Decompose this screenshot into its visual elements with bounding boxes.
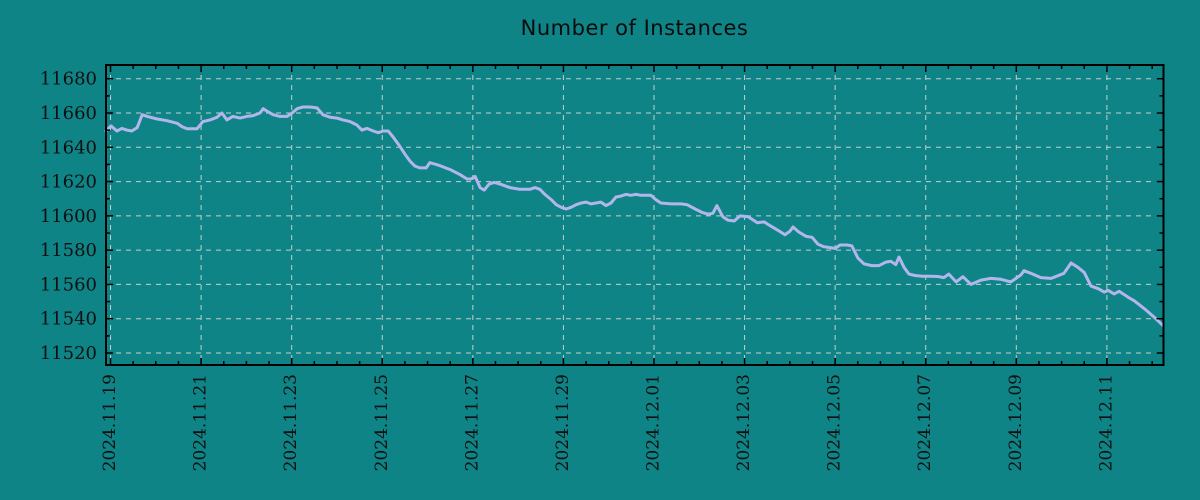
x-tick-label: 2024.12.03 bbox=[734, 374, 754, 471]
y-tick-label: 11660 bbox=[40, 103, 97, 124]
y-tick-label: 11600 bbox=[40, 206, 97, 227]
x-tick-label: 2024.12.09 bbox=[1006, 374, 1026, 471]
x-tick-label: 2024.12.07 bbox=[915, 374, 935, 471]
y-tick-label: 11620 bbox=[40, 172, 97, 193]
x-tick-label: 2024.11.19 bbox=[100, 374, 120, 471]
instances-series-line bbox=[104, 105, 1165, 328]
x-tick-label: 2024.11.25 bbox=[372, 374, 392, 471]
y-tick-label: 11680 bbox=[40, 69, 97, 90]
y-tick-label: 11560 bbox=[40, 274, 97, 295]
x-tick-label: 2024.12.11 bbox=[1096, 374, 1116, 471]
y-tick-label: 11640 bbox=[40, 137, 97, 158]
x-tick-label: 2024.11.29 bbox=[553, 374, 573, 471]
chart-title: Number of Instances bbox=[520, 16, 749, 40]
x-tick-label: 2024.12.05 bbox=[825, 374, 845, 471]
plot-border bbox=[105, 64, 1165, 366]
y-tick-label: 11540 bbox=[40, 309, 97, 330]
x-tick-label: 2024.11.23 bbox=[281, 374, 301, 471]
x-tick-label: 2024.11.21 bbox=[191, 374, 211, 471]
y-tick-label: 11580 bbox=[40, 240, 97, 261]
x-tick-label: 2024.12.01 bbox=[643, 374, 663, 471]
y-tick-label: 11520 bbox=[40, 343, 97, 364]
x-tick-label: 2024.11.27 bbox=[462, 374, 482, 471]
